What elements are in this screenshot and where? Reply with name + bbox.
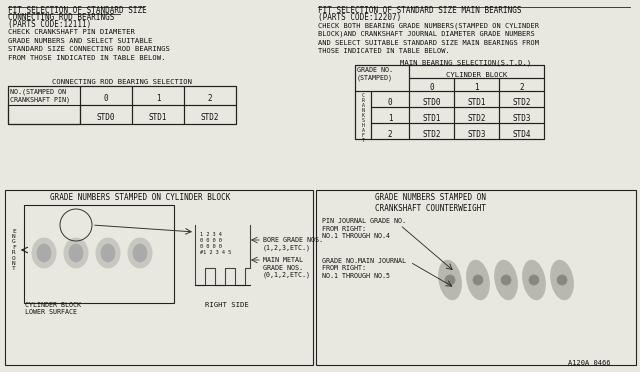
Bar (184, 86, 236, 105)
Ellipse shape (529, 275, 539, 285)
Bar (454, 78, 499, 91)
Text: CONNECTING ROD BEARING SELECTION: CONNECTING ROD BEARING SELECTION (52, 79, 192, 85)
Bar (184, 105, 236, 124)
Bar (409, 107, 454, 123)
Bar (371, 91, 409, 107)
Bar (454, 107, 499, 123)
Text: MAIN METAL
GRADE NOS.
(0,1,2,ETC.): MAIN METAL GRADE NOS. (0,1,2,ETC.) (263, 257, 311, 279)
Bar (454, 123, 499, 139)
Bar (132, 86, 184, 105)
Ellipse shape (495, 260, 517, 300)
Bar (8, 86, 236, 124)
Text: PIN JOURNAL GRADE NO.
FROM RIGHT:
NO.1 THROUGH NO.4: PIN JOURNAL GRADE NO. FROM RIGHT: NO.1 T… (322, 218, 406, 239)
Ellipse shape (467, 260, 490, 300)
Text: A120A 0466: A120A 0466 (568, 360, 611, 366)
Bar (409, 78, 454, 91)
Ellipse shape (557, 275, 567, 285)
Ellipse shape (133, 244, 147, 262)
Text: STD1: STD1 (148, 113, 167, 122)
Bar (371, 123, 409, 139)
Text: C
R
A
N
K
S
H
A
F
T: C R A N K S H A F T (362, 93, 364, 143)
Bar (80, 86, 132, 105)
Bar (454, 91, 499, 107)
Ellipse shape (64, 238, 88, 268)
Bar (499, 123, 544, 139)
Text: FIT SELECTION OF STANDARD SIZE: FIT SELECTION OF STANDARD SIZE (8, 6, 147, 15)
Bar (371, 107, 409, 123)
Text: GRADE NUMBERS STAMPED ON CYLINDER BLOCK: GRADE NUMBERS STAMPED ON CYLINDER BLOCK (50, 193, 230, 202)
Text: CONNECTING ROD BEARINGS: CONNECTING ROD BEARINGS (8, 13, 115, 22)
Text: (PARTS CODE:12207): (PARTS CODE:12207) (318, 13, 401, 22)
Ellipse shape (550, 260, 573, 300)
Bar (409, 91, 454, 107)
Bar (355, 91, 371, 139)
Text: STD1: STD1 (467, 97, 486, 106)
Text: 0: 0 (104, 94, 108, 103)
Text: MAIN BEARING SELECTION(S.T.D.): MAIN BEARING SELECTION(S.T.D.) (400, 59, 531, 65)
Text: 1: 1 (388, 113, 392, 122)
Text: STD0: STD0 (422, 97, 441, 106)
Text: E
N
G
F
R
O
N
T: E N G F R O N T (12, 229, 16, 272)
Text: 1 2 3 4
0 0 0 0
0 0 0 0
#1 2 3 4 5: 1 2 3 4 0 0 0 0 0 0 0 0 #1 2 3 4 5 (200, 232, 231, 255)
Bar (80, 105, 132, 124)
Text: NO.(STAMPED ON
CRANKSHAFT PIN): NO.(STAMPED ON CRANKSHAFT PIN) (10, 88, 70, 103)
Text: CYLINDER BLOCK
LOWER SURFACE: CYLINDER BLOCK LOWER SURFACE (25, 302, 81, 315)
Bar (409, 123, 454, 139)
Text: (PARTS CODE:12111): (PARTS CODE:12111) (8, 20, 92, 29)
Bar (24, 205, 174, 303)
Text: STD2: STD2 (467, 113, 486, 122)
Text: 2: 2 (388, 129, 392, 138)
Bar (316, 190, 636, 365)
Ellipse shape (101, 244, 115, 262)
Text: FIT SELECTION OF STANDARD SIZE MAIN BEARINGS: FIT SELECTION OF STANDARD SIZE MAIN BEAR… (318, 6, 522, 15)
Text: 2: 2 (208, 94, 212, 103)
Bar (499, 107, 544, 123)
Text: 1: 1 (474, 83, 479, 92)
Ellipse shape (128, 238, 152, 268)
Bar (409, 65, 544, 78)
Text: 2: 2 (519, 83, 524, 92)
Bar (355, 65, 409, 91)
Ellipse shape (445, 275, 455, 285)
Ellipse shape (523, 260, 545, 300)
Text: CHECK CRANKSHAFT PIN DIAMETER
GRADE NUMBERS AND SELECT SUITABLE
STANDARD SIZE CO: CHECK CRANKSHAFT PIN DIAMETER GRADE NUMB… (8, 29, 170, 61)
Ellipse shape (96, 238, 120, 268)
Text: RIGHT SIDE: RIGHT SIDE (205, 302, 249, 308)
Ellipse shape (32, 238, 56, 268)
Bar (5, 190, 313, 365)
Ellipse shape (501, 275, 511, 285)
Text: GRADE NO.MAIN JOURNAL
FROM RIGHT:
NO.1 THROUGH NO.5: GRADE NO.MAIN JOURNAL FROM RIGHT: NO.1 T… (322, 258, 406, 279)
Ellipse shape (473, 275, 483, 285)
Text: 1: 1 (156, 94, 160, 103)
Bar (499, 91, 544, 107)
Text: STD0: STD0 (97, 113, 115, 122)
Text: STD2: STD2 (422, 129, 441, 138)
Text: 0: 0 (429, 83, 434, 92)
Text: STD2: STD2 (201, 113, 220, 122)
Bar (132, 105, 184, 124)
Bar (8, 86, 80, 124)
Bar (499, 78, 544, 91)
Text: BORE GRADE NOS.
(1,2,3,ETC.): BORE GRADE NOS. (1,2,3,ETC.) (263, 237, 323, 251)
Text: GRADE NUMBERS STAMPED ON
CRANKSHAFT COUNTERWEIGHT: GRADE NUMBERS STAMPED ON CRANKSHAFT COUN… (375, 193, 486, 213)
Bar (355, 65, 544, 139)
Text: CHECK BOTH BEARING GRADE NUMBERS(STAMPED ON CYLINDER
BLOCK)AND CRANKSHAFT JOURNA: CHECK BOTH BEARING GRADE NUMBERS(STAMPED… (318, 22, 539, 54)
Text: STD1: STD1 (422, 113, 441, 122)
Text: STD3: STD3 (512, 113, 531, 122)
Text: STD2: STD2 (512, 97, 531, 106)
Text: STD4: STD4 (512, 129, 531, 138)
Text: GRADE NO.
(STAMPED): GRADE NO. (STAMPED) (357, 67, 393, 81)
Bar (8, 105, 80, 124)
Ellipse shape (37, 244, 51, 262)
Text: CYLINDER BLOCK: CYLINDER BLOCK (446, 71, 507, 77)
Ellipse shape (438, 260, 461, 300)
Ellipse shape (69, 244, 83, 262)
Text: 0: 0 (388, 97, 392, 106)
Text: STD3: STD3 (467, 129, 486, 138)
